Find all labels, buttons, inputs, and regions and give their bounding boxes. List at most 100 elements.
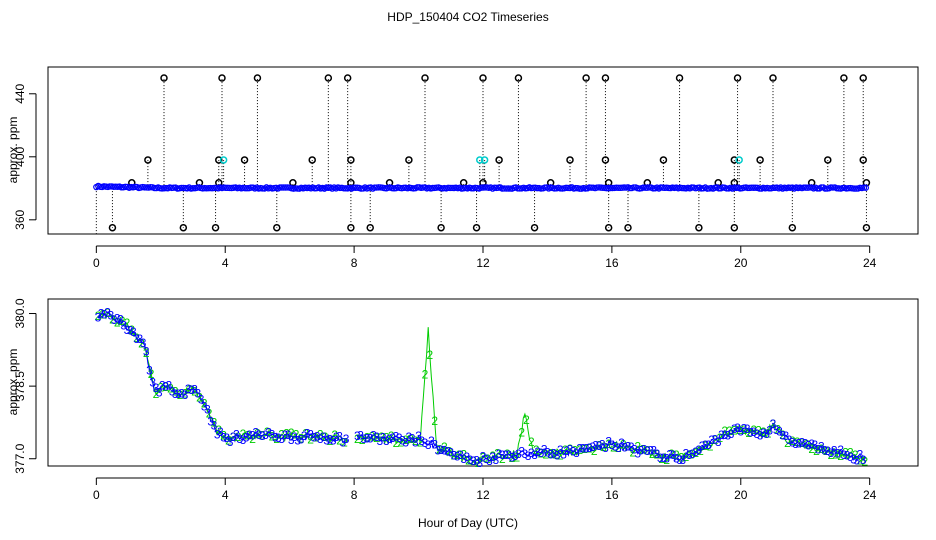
series-3-marker: 3 <box>320 430 327 444</box>
series-2-marker: 2 <box>610 441 617 455</box>
series-2-marker: 2 <box>484 452 491 466</box>
top-spike-point <box>324 74 333 82</box>
top-spike-point <box>476 156 484 164</box>
series-3-marker: 3 <box>560 448 567 462</box>
top-point <box>630 184 638 191</box>
series-3-marker: 3 <box>140 336 147 350</box>
series-2-marker: 2 <box>513 450 520 464</box>
series-2-marker: 2 <box>312 430 319 444</box>
series-2-marker: 2 <box>528 435 535 449</box>
series-3-marker: 3 <box>483 452 490 466</box>
series-2-marker: 2 <box>538 447 545 461</box>
series-2-marker: 2 <box>215 423 222 437</box>
series-3-marker: 3 <box>367 432 374 446</box>
series-2-marker: 2 <box>354 432 361 446</box>
series-2-marker: 2 <box>716 431 723 445</box>
top-spike-point <box>347 156 355 164</box>
bottom-x-tick-label: 24 <box>863 488 877 502</box>
series-3-marker: 3 <box>301 429 308 443</box>
top-point <box>642 184 649 191</box>
series-3-marker: 3 <box>547 447 554 461</box>
series-2-marker: 2 <box>177 388 184 402</box>
top-spike-point <box>859 156 867 164</box>
series-3-marker: 3 <box>333 430 340 444</box>
series-3-marker: 3 <box>124 323 131 337</box>
series-3-marker: 3 <box>844 448 851 462</box>
series-3-marker: 3 <box>802 436 809 450</box>
series-3-marker: 3 <box>689 447 696 461</box>
top-point <box>504 185 512 192</box>
series-2-marker: 2 <box>818 442 825 456</box>
series-3-marker: 3 <box>425 438 432 452</box>
series-3-marker: 3 <box>447 445 454 459</box>
top-spike-point <box>347 223 355 232</box>
series-3-marker: 3 <box>525 449 532 463</box>
series-3-marker: 3 <box>621 441 628 455</box>
series-3-marker: 3 <box>554 448 561 462</box>
series-3-marker: 3 <box>509 451 516 465</box>
series-3-marker: 3 <box>460 452 467 466</box>
series-3-marker: 3 <box>515 447 522 461</box>
series-2-marker: 2 <box>687 448 694 462</box>
top-spike-point <box>824 156 832 164</box>
series-3-marker: 3 <box>860 453 867 467</box>
series-3-marker: 3 <box>467 453 474 467</box>
series-3-marker: 3 <box>240 433 247 447</box>
series-3-marker: 3 <box>291 430 298 444</box>
series-3-marker: 3 <box>757 429 764 443</box>
series-2-marker: 2 <box>832 448 839 462</box>
top-point <box>769 184 777 192</box>
series-3-marker: 3 <box>136 332 143 346</box>
series-3-marker: 3 <box>454 450 461 464</box>
series-3-marker: 3 <box>307 427 314 441</box>
series-3-marker: 3 <box>431 438 438 452</box>
series-3-marker: 3 <box>837 443 844 457</box>
top-x-axis: 0 4 8 12 16 20 24 <box>93 245 877 270</box>
top-point <box>678 184 686 192</box>
top-spike-point <box>695 223 703 232</box>
series-3-marker: 3 <box>146 363 153 377</box>
top-spike-point <box>601 156 610 164</box>
series-2-marker: 2 <box>470 454 477 468</box>
bottom-x-tick-label: 12 <box>476 488 490 502</box>
top-x-tick-label: 24 <box>863 256 877 270</box>
series-3-marker: 3 <box>609 438 616 452</box>
series-2-marker: 2 <box>451 448 458 462</box>
series-3-marker: 3 <box>457 448 464 462</box>
series-3-marker: 3 <box>133 332 140 346</box>
series-3-marker: 3 <box>227 435 234 449</box>
series-2-marker: 2 <box>596 438 603 452</box>
top-spike-point <box>735 156 743 164</box>
top-point <box>822 185 829 192</box>
series-3-marker: 3 <box>252 425 259 439</box>
series-3-marker: 3 <box>412 435 419 449</box>
series-3-marker: 3 <box>763 427 770 441</box>
series-2-marker: 2 <box>235 430 242 444</box>
top-spike-point <box>160 74 168 82</box>
series-3-marker: 3 <box>101 308 108 322</box>
series-3-marker: 3 <box>330 434 337 448</box>
series-2-marker: 2 <box>388 429 395 443</box>
bottom-x-axis: 0 4 8 12 16 20 24 <box>93 477 877 502</box>
series-2-marker: 2 <box>789 434 796 448</box>
series-3-marker: 3 <box>275 431 282 445</box>
series-3-marker: 3 <box>444 444 451 458</box>
series-2-marker: 2 <box>779 428 786 442</box>
series-3-marker: 3 <box>654 447 661 461</box>
series-2-marker: 2 <box>249 432 256 446</box>
series-2-marker: 2 <box>576 443 583 457</box>
x-axis-label: Hour of Day (UTC) <box>418 516 518 530</box>
series-2-marker: 2 <box>615 441 622 455</box>
series-3-marker: 3 <box>383 434 390 448</box>
series-2-marker: 2 <box>153 387 160 401</box>
bottom-y-tick-label: 377.0 <box>13 443 27 473</box>
series-3-marker: 3 <box>402 436 409 450</box>
series-3-marker: 3 <box>317 432 324 446</box>
series-3-marker: 3 <box>628 440 635 454</box>
series-3-marker: 3 <box>191 382 198 396</box>
series-2-marker: 2 <box>278 427 285 441</box>
top-spike-point <box>219 156 228 164</box>
series-3-marker: 3 <box>278 432 285 446</box>
series-3-marker: 3 <box>715 435 722 449</box>
series-3-marker: 3 <box>699 439 706 453</box>
